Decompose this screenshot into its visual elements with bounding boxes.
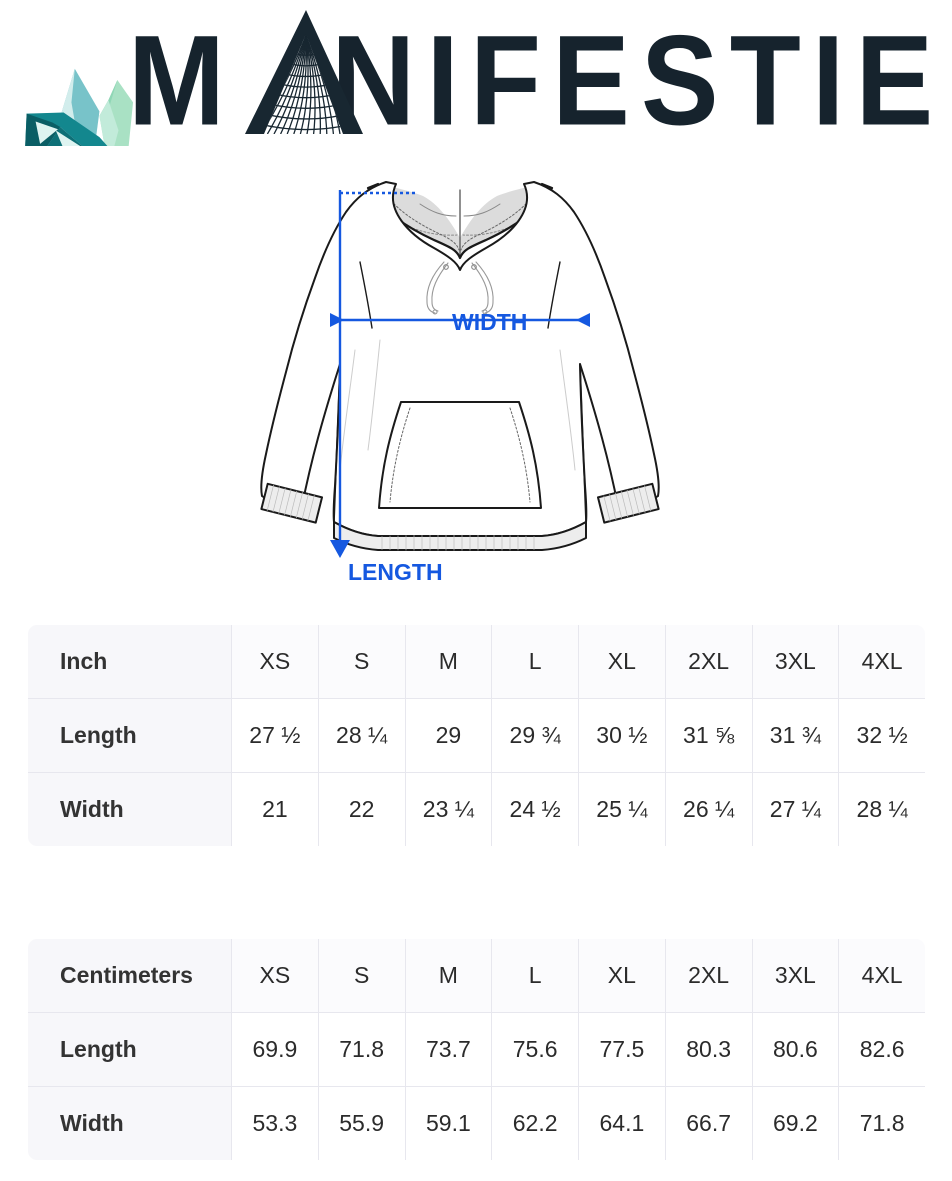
- svg-text:LENGTH: LENGTH: [348, 559, 443, 585]
- svg-text:WIDTH: WIDTH: [452, 309, 527, 335]
